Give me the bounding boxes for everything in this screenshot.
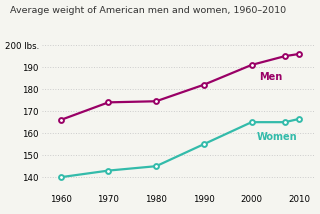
Text: Average weight of American men and women, 1960–2010: Average weight of American men and women…: [10, 6, 286, 15]
Text: Women: Women: [256, 132, 297, 142]
Text: Men: Men: [259, 72, 282, 82]
